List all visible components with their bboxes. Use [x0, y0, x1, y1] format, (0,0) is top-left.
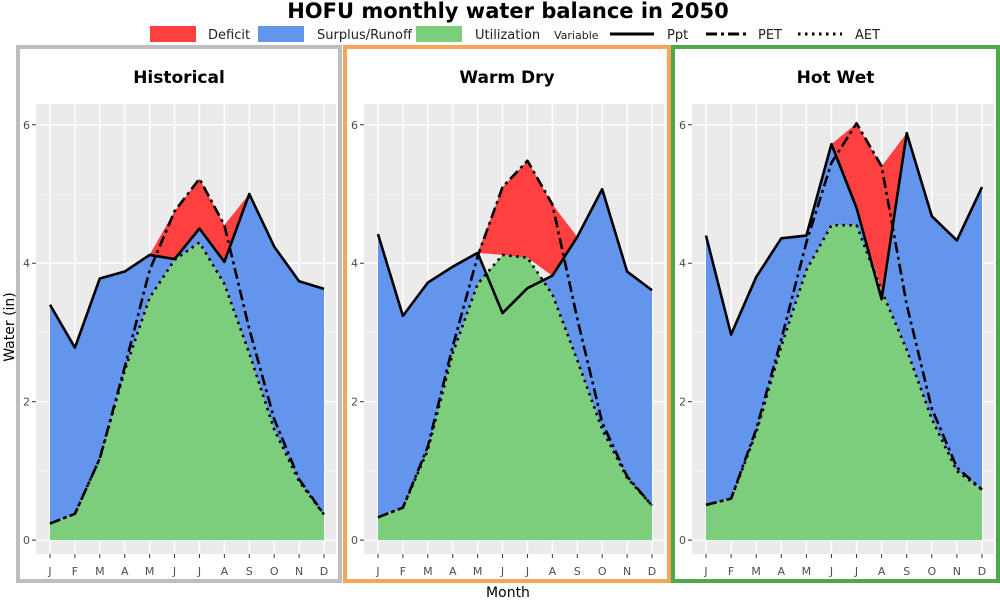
x-tick-label: A	[121, 565, 129, 578]
panel-0: Historical 0 2 4 6 J F M A M J J A S O N D	[16, 45, 342, 583]
y-tick-label: 2	[351, 396, 358, 409]
x-tick-label: A	[878, 565, 886, 578]
x-tick-label: A	[778, 565, 786, 578]
x-tick-label: J	[47, 565, 51, 578]
aet-line	[705, 223, 983, 507]
x-axis-label: Month	[486, 585, 530, 600]
panel-title: Historical	[133, 68, 225, 88]
y-tick-label: 2	[679, 396, 686, 409]
legend-line-label-2: AET	[855, 28, 880, 43]
x-tick-label: N	[295, 565, 303, 578]
x-tick-label: M	[473, 565, 483, 578]
legend-label-1: Surplus/Runoff	[317, 28, 413, 43]
x-tick-label: M	[423, 565, 433, 578]
y-axis-label: Water (in)	[2, 292, 18, 362]
legend-line-label-1: PET	[758, 28, 782, 43]
y-tick-label: 0	[679, 534, 686, 547]
panel-2: Hot Wet 0 2 4 6 J F M A M J J A S O N D	[671, 45, 1000, 583]
x-tick-label: D	[648, 565, 656, 578]
x-tick-label: F	[728, 565, 734, 578]
x-tick-label: F	[400, 565, 406, 578]
panel-title: Hot Wet	[797, 68, 875, 88]
x-tick-label: M	[95, 565, 105, 578]
x-tick-label: S	[903, 565, 910, 578]
panel-1: Warm Dry 0 2 4 6 J F M A M J J A S O N D	[343, 45, 671, 583]
x-tick-label: S	[246, 565, 253, 578]
x-tick-label: J	[525, 565, 529, 578]
x-tick-label: O	[598, 565, 607, 578]
x-tick-label: F	[72, 565, 78, 578]
x-tick-label: J	[829, 565, 833, 578]
x-tick-label: M	[145, 565, 155, 578]
legend-swatch-1	[258, 26, 304, 42]
x-tick-label: A	[549, 565, 557, 578]
x-tick-label: N	[953, 565, 961, 578]
x-tick-label: J	[197, 565, 201, 578]
deficit-area	[706, 123, 982, 335]
x-tick-label: J	[172, 565, 176, 578]
y-tick-label: 6	[679, 119, 686, 132]
x-tick-label: A	[221, 565, 229, 578]
legend-label-2: Utilization	[475, 28, 540, 43]
surplus-area	[50, 194, 324, 524]
x-tick-label: M	[751, 565, 761, 578]
ppt-line	[704, 131, 984, 336]
y-tick-label: 2	[23, 396, 30, 409]
x-tick-label: J	[375, 565, 379, 578]
x-tick-label: D	[320, 565, 328, 578]
aet-line	[377, 253, 653, 519]
x-tick-label: O	[927, 565, 936, 578]
x-tick-label: N	[623, 565, 631, 578]
x-tick-label: A	[449, 565, 457, 578]
y-tick-label: 0	[351, 534, 358, 547]
panels: Historical 0 2 4 6 J F M A M J J A S O N D Warm Dry 0 2 4 6 J F…	[16, 45, 1000, 583]
pet-line	[377, 159, 653, 519]
y-tick-label: 6	[351, 119, 358, 132]
aet-line	[49, 241, 326, 525]
x-tick-label: O	[270, 565, 279, 578]
legend-swatch-0	[150, 26, 196, 42]
x-tick-label: J	[703, 565, 707, 578]
y-tick-label: 0	[23, 534, 30, 547]
utilization-area	[378, 254, 652, 541]
surplus-area	[706, 133, 982, 505]
y-tick-label: 4	[351, 257, 358, 270]
ppt-line	[376, 187, 653, 318]
legend-variable-title: Variable	[554, 29, 599, 42]
ppt-line	[48, 192, 325, 349]
x-tick-label: J	[854, 565, 858, 578]
deficit-area	[378, 160, 652, 316]
chart-title: HOFU monthly water balance in 2050	[287, 0, 729, 23]
x-tick-label: J	[500, 565, 504, 578]
deficit-area	[50, 178, 324, 348]
legend-line-label-0: Ppt	[667, 28, 688, 43]
legend: Deficit Surplus/Runoff Utilization Variable…	[150, 26, 880, 43]
panel-title: Warm Dry	[459, 68, 554, 88]
legend-label-0: Deficit	[208, 28, 250, 43]
y-tick-label: 4	[23, 257, 30, 270]
utilization-area	[706, 225, 982, 541]
y-tick-label: 6	[23, 119, 30, 132]
legend-swatch-2	[416, 26, 462, 42]
x-tick-label: M	[802, 565, 812, 578]
y-tick-label: 4	[679, 257, 686, 270]
utilization-area	[50, 242, 324, 541]
x-tick-label: D	[978, 565, 986, 578]
x-tick-label: S	[574, 565, 581, 578]
pet-line	[705, 122, 983, 507]
